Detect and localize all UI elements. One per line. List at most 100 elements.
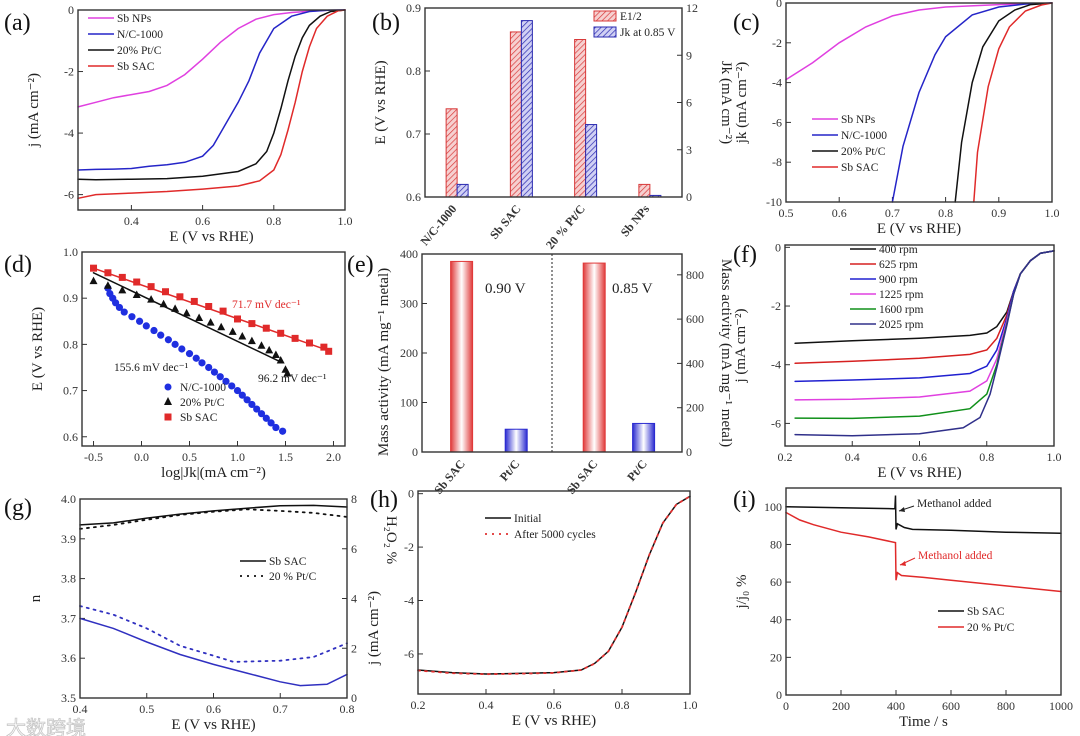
x-tick-label: 1000 <box>1049 699 1073 713</box>
y-tick-label: -6 <box>772 115 782 129</box>
y-tick-label: -10 <box>766 195 782 209</box>
bar <box>585 124 598 198</box>
annotation: 96.2 mV dec⁻¹ <box>258 373 327 385</box>
panel-label: (d) <box>4 252 32 278</box>
plot-frame <box>417 490 691 695</box>
data-point <box>219 307 227 315</box>
legend-label: 2025 rpm <box>879 319 923 331</box>
y-tick-label: 3.8 <box>61 572 76 586</box>
y2-tick-label: 8 <box>351 492 357 506</box>
legend-label: 900 rpm <box>879 274 918 286</box>
data-point <box>247 336 256 345</box>
y2-tick-label: 6 <box>351 542 357 556</box>
legend-label: N/C-1000 <box>841 130 887 142</box>
legend-label: Sb SAC <box>967 606 1005 618</box>
series-line <box>794 250 1055 345</box>
y-axis-label: j (mA cm⁻²) <box>26 73 42 148</box>
panel-d: (d) 0.6 0.7 0.8 0.9 1.0 -0.5 0.0 0.5 1.0 1.5 2.0 log… <box>4 245 346 481</box>
data-point <box>217 322 226 331</box>
data-point <box>205 363 213 372</box>
y2-tick-label: 0 <box>686 190 692 204</box>
x-category-label: Pt/C <box>624 457 650 484</box>
x-tick-label: 0.5 <box>139 702 154 716</box>
data-point <box>262 414 270 422</box>
x-tick-label: 0.9 <box>991 206 1006 220</box>
legend-label: 20 % Pt/C <box>269 571 317 583</box>
y-tick-label: -2 <box>64 65 74 79</box>
y2-tick-label: 0 <box>686 445 692 459</box>
x-category-label: N/C-1000 <box>417 202 459 248</box>
x-tick-label: 400 <box>887 699 905 713</box>
legend-label: After 5000 cycles <box>514 529 596 541</box>
y-tick-label: -2 <box>404 540 414 554</box>
legend-swatch <box>593 10 617 22</box>
plot-frame <box>79 498 348 699</box>
data-point <box>120 308 128 316</box>
series-line <box>417 495 691 676</box>
y2-axis-label: Jk (mA cm⁻²) <box>718 61 734 144</box>
data-point <box>128 313 136 321</box>
legend-label: E1/2 <box>620 11 642 23</box>
panel-label: (b) <box>372 10 400 36</box>
y-tick-label: 0.6 <box>406 190 421 204</box>
panel-e: (e) 0 100 200 300 400 0 200 400 600 800 Mass activi… <box>347 247 734 497</box>
panel-label: (f) <box>733 242 757 268</box>
plot-frame <box>424 7 683 198</box>
x-tick-label: 0 <box>783 699 789 713</box>
bar <box>638 183 651 198</box>
y2-tick-label: 200 <box>686 401 704 415</box>
panel-c: (c) -10 -8 -6 -4 -2 0 0.5 0.6 0.7 0.8 0.9 1.0 E (V vs… <box>733 0 1060 237</box>
x-tick-label: 0.6 <box>547 698 562 712</box>
y-tick-label: 40 <box>770 613 782 627</box>
legend-label: 20% Pt/C <box>180 397 225 409</box>
series-line <box>79 504 348 526</box>
series-line <box>79 508 348 530</box>
legend-label: Sb SAC <box>841 162 879 174</box>
data-point <box>171 340 179 348</box>
y-tick-label: -6 <box>771 416 781 430</box>
y-tick-label: 3.6 <box>61 651 76 665</box>
x-tick-label: 0.6 <box>912 450 927 464</box>
data-point <box>118 273 126 281</box>
y-axis-label: n <box>28 594 44 602</box>
legend-label: 20 % Pt/C <box>967 622 1015 634</box>
x-tick-label: 200 <box>832 699 850 713</box>
x-tick-label: 1.0 <box>338 214 353 228</box>
data-point <box>195 313 204 322</box>
x-tick-label: 800 <box>997 699 1015 713</box>
y2-tick-label: 400 <box>686 356 704 370</box>
legend-label: Jk at 0.85 V <box>620 27 676 39</box>
series-line <box>794 250 1055 437</box>
y-tick-label: 20 <box>770 650 782 664</box>
x-tick-label: 1.0 <box>1045 206 1060 220</box>
group-label: 0.90 V <box>485 281 526 297</box>
y-tick-label: 0.7 <box>63 384 78 398</box>
data-point <box>89 276 98 285</box>
x-tick-label: 600 <box>942 699 960 713</box>
panel-g: (g) 3.5 3.6 3.7 3.8 3.9 4.0 0 2 4 6 8 0.4 0.5 0.6 0.7 0.… <box>4 492 399 733</box>
y2-tick-label: 800 <box>686 268 704 282</box>
data-point <box>103 281 112 289</box>
legend-label: N/C-1000 <box>180 382 226 394</box>
data-point <box>283 368 292 377</box>
series-line <box>92 272 282 363</box>
bar <box>520 20 533 198</box>
x-tick-label: 0.0 <box>134 450 149 464</box>
annotation: 71.7 mV dec⁻¹ <box>232 299 301 311</box>
series-line <box>417 495 691 675</box>
x-tick-label: 0.2 <box>778 450 793 464</box>
data-point <box>279 427 287 435</box>
legend-label: 625 rpm <box>879 259 918 271</box>
data-point <box>228 327 237 335</box>
x-axis-label: Time / s <box>899 714 948 730</box>
y-axis-label: j (mA cm⁻²) <box>733 308 749 383</box>
data-point <box>142 322 150 330</box>
bar <box>504 428 528 453</box>
data-point <box>222 377 230 385</box>
y-axis-label: j/j₀ % <box>734 575 750 610</box>
y-tick-label: 0 <box>408 487 414 501</box>
x-tick-label: 1.0 <box>1047 450 1062 464</box>
data-point <box>135 317 144 325</box>
plot-frame <box>421 253 683 453</box>
data-point <box>257 341 266 349</box>
